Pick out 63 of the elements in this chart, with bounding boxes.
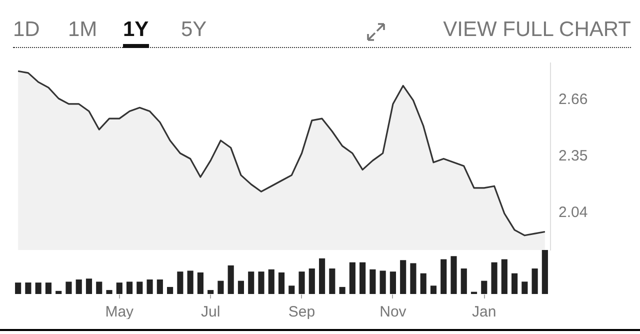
bar	[136, 282, 143, 294]
bar	[430, 286, 437, 294]
bar	[238, 280, 244, 294]
bar	[522, 282, 528, 294]
bar	[66, 282, 72, 294]
bar	[400, 260, 406, 294]
bar	[45, 282, 52, 294]
bar	[146, 279, 153, 294]
bar	[298, 272, 305, 294]
bar	[187, 270, 194, 294]
bar	[380, 270, 386, 294]
text: 1M	[68, 18, 98, 42]
y-tick-label: 2.04	[558, 204, 588, 222]
bar	[278, 272, 285, 294]
x-tick-label: Jul	[200, 304, 220, 320]
x-tick-label: Jan	[472, 304, 496, 320]
text: 1Y	[123, 18, 149, 48]
bar	[106, 290, 112, 294]
bar	[491, 262, 498, 294]
bar	[440, 259, 447, 294]
bar	[542, 250, 548, 294]
bar	[339, 286, 346, 294]
bar	[410, 263, 416, 294]
bar	[208, 290, 214, 294]
bar	[460, 268, 467, 294]
bar	[56, 290, 62, 294]
bar	[288, 286, 295, 294]
bar	[532, 268, 538, 294]
bar	[450, 256, 457, 294]
bar	[258, 272, 264, 294]
bar	[167, 286, 174, 294]
bar	[218, 280, 224, 294]
x-tick-label: Nov	[380, 304, 407, 320]
bar	[370, 269, 376, 294]
bar	[481, 280, 488, 294]
bar	[177, 272, 184, 294]
bar	[512, 273, 518, 294]
bar	[329, 268, 336, 294]
bar	[318, 258, 326, 294]
bar	[349, 262, 356, 294]
bar	[390, 272, 396, 294]
bar	[420, 273, 426, 294]
bar	[308, 268, 315, 294]
text: 1D	[13, 18, 40, 42]
bar	[116, 282, 122, 294]
bar	[248, 272, 254, 294]
bar	[96, 282, 102, 294]
bar	[501, 259, 508, 294]
bar	[228, 265, 234, 294]
bar	[197, 272, 204, 294]
y-tick-label: 2.66	[558, 91, 588, 108]
text: VIEW FULL CHART	[443, 18, 631, 42]
bar	[76, 279, 82, 294]
text: 5Y	[181, 18, 207, 42]
y-tick-label: 2.35	[558, 148, 588, 165]
bar	[25, 282, 32, 294]
bar	[86, 278, 92, 294]
bar	[360, 262, 366, 294]
bar	[126, 282, 133, 294]
bar	[35, 282, 42, 294]
bar	[156, 279, 163, 294]
bar	[15, 282, 22, 294]
bar	[268, 269, 274, 294]
